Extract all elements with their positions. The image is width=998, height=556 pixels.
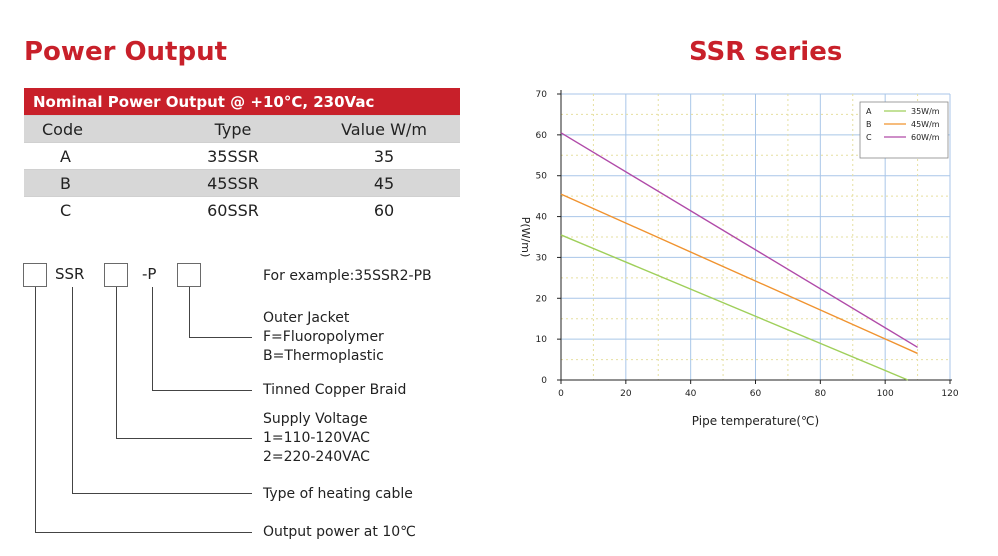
x-tick-label: 120 [941, 389, 958, 399]
legend-label: 45W/m [911, 120, 940, 129]
legend-code: B [866, 120, 872, 129]
connector-jacket-h [189, 337, 252, 338]
legend-code: C [866, 133, 872, 142]
x-tick-label: 80 [815, 389, 827, 399]
y-tick-label: 20 [536, 294, 548, 304]
header-type: Type [158, 115, 308, 143]
connector-output [35, 287, 36, 533]
x-tick-label: 60 [750, 389, 762, 399]
voltage-description: Supply Voltage 1=110-120VAC 2=220-240VAC [263, 410, 370, 467]
code-example: For example:35SSR2-PB [263, 268, 432, 284]
series-line-a [560, 234, 909, 381]
y-tick-label: 30 [536, 253, 548, 263]
cell-value: 35 [308, 142, 460, 170]
legend-label: 35W/m [911, 107, 940, 116]
y-tick-label: 10 [536, 335, 548, 345]
table-banner: Nominal Power Output @ +10°C, 230Vac [24, 88, 460, 116]
cell-type: 45SSR [158, 169, 308, 197]
table-header-row: Code Type Value W/m [24, 115, 460, 143]
power-output-title: Power Output [24, 37, 228, 67]
series-line-c [560, 132, 918, 348]
jacket-description: Outer Jacket F=Fluoropolymer B=Thermopla… [263, 309, 384, 366]
cell-value: 60 [308, 196, 460, 223]
y-tick-label: 70 [536, 90, 548, 100]
connector-cable-type [72, 287, 73, 494]
x-tick-label: 40 [685, 389, 697, 399]
cell-code: A [24, 142, 158, 170]
x-axis-label: Pipe temperature(℃) [692, 414, 819, 428]
connector-braid-h [152, 390, 252, 391]
code-box-voltage [104, 263, 128, 287]
y-tick-label: 0 [541, 376, 547, 386]
connector-voltage [116, 287, 117, 439]
jacket-option-f: F=Fluoropolymer [263, 329, 384, 345]
x-tick-label: 100 [877, 389, 894, 399]
output-description: Output power at 10℃ [263, 524, 416, 540]
series-line-b [560, 193, 918, 355]
connector-jacket [189, 287, 190, 338]
jacket-label: Outer Jacket [263, 310, 350, 326]
code-part-p: -P [142, 265, 157, 283]
table-row: A 35SSR 35 [24, 142, 460, 170]
ssr-series-title: SSR series [689, 37, 843, 67]
cell-type: 35SSR [158, 142, 308, 170]
y-tick-label: 40 [536, 213, 548, 223]
cable-type-description: Type of heating cable [263, 486, 413, 502]
code-part-ssr: SSR [55, 265, 85, 283]
cell-value: 45 [308, 169, 460, 197]
connector-voltage-h [116, 438, 252, 439]
jacket-option-b: B=Thermoplastic [263, 348, 384, 364]
legend-label: 60W/m [911, 133, 940, 142]
cell-code: C [24, 196, 158, 223]
braid-description: Tinned Copper Braid [263, 382, 407, 398]
connector-output-h [35, 532, 252, 533]
voltage-label: Supply Voltage [263, 411, 368, 427]
table-row: C 60SSR 60 [24, 196, 460, 223]
connector-cable-type-h [72, 493, 252, 494]
y-tick-label: 50 [536, 172, 548, 182]
voltage-option-2: 2=220-240VAC [263, 449, 370, 465]
header-value: Value W/m [308, 115, 460, 143]
cell-type: 60SSR [158, 196, 308, 223]
power-output-table: Nominal Power Output @ +10°C, 230Vac Cod… [24, 88, 460, 223]
y-axis-label: P(W/m) [519, 217, 532, 258]
voltage-option-1: 1=110-120VAC [263, 430, 370, 446]
code-box-jacket [177, 263, 201, 287]
table-row: B 45SSR 45 [24, 169, 460, 197]
x-tick-label: 20 [620, 389, 632, 399]
ssr-power-chart: 0 20 40 60 80 100 120 0 10 20 30 40 50 60 70 Pipe tempe… [519, 90, 959, 428]
connector-braid [152, 287, 153, 391]
cell-code: B [24, 169, 158, 197]
x-tick-label: 0 [558, 389, 564, 399]
header-code: Code [24, 115, 158, 143]
code-box-power [23, 263, 47, 287]
y-tick-label: 60 [536, 131, 548, 141]
legend-code: A [866, 107, 872, 116]
